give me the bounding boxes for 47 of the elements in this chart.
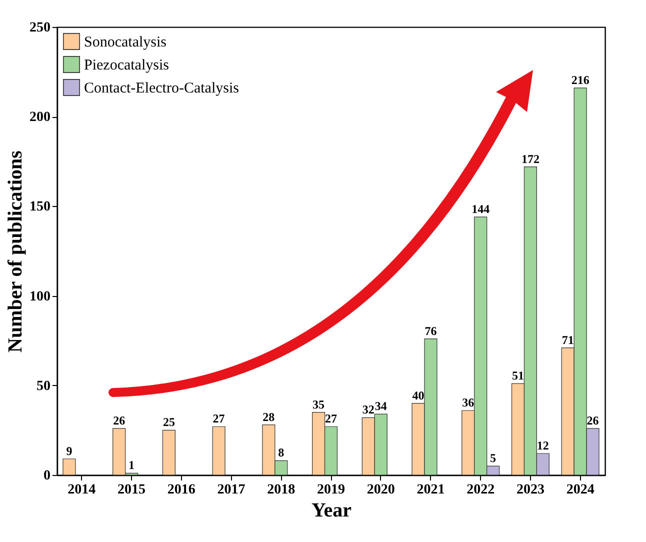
data-label: 51 — [512, 368, 524, 383]
x-axis-title: Year — [312, 500, 352, 522]
data-label: 27 — [325, 412, 337, 426]
legend-label: Contact-Electro-Catalysis — [84, 80, 240, 96]
x-tick-label: 2018 — [267, 482, 296, 498]
y-tick-label: 0 — [44, 468, 50, 484]
data-label: 32 — [362, 402, 374, 417]
data-label: 27 — [212, 412, 225, 426]
data-label: 26 — [586, 413, 599, 428]
legend-label: Piezocatalysis — [84, 58, 170, 74]
data-label: 35 — [312, 397, 325, 412]
data-label: 25 — [162, 415, 175, 430]
data-label: 12 — [536, 438, 549, 452]
bar — [162, 430, 176, 476]
data-label: 36 — [462, 395, 474, 410]
data-label: 1 — [128, 458, 135, 472]
x-tick-label: 2015 — [118, 482, 146, 498]
data-label: 216 — [571, 72, 590, 87]
data-label: 8 — [278, 446, 284, 460]
data-label: 71 — [562, 332, 574, 347]
data-label: 172 — [521, 152, 540, 166]
x-tick-label: 2016 — [167, 482, 196, 498]
x-tick-label: 2023 — [516, 482, 544, 498]
legend-label: Sonocatalysis — [84, 34, 167, 50]
data-label: 34 — [374, 399, 387, 414]
data-label: 26 — [113, 413, 126, 428]
y-tick-label: 250 — [30, 20, 50, 36]
data-label: 40 — [412, 388, 424, 402]
y-tick-label: 200 — [30, 110, 50, 126]
y-tick-label: 50 — [36, 378, 50, 394]
bar — [212, 426, 226, 476]
data-label: 76 — [424, 324, 437, 338]
x-tick-label: 2021 — [416, 482, 445, 498]
y-tick-label: 150 — [30, 200, 50, 215]
x-tick-label: 2019 — [317, 482, 345, 498]
data-label: 28 — [262, 410, 275, 424]
y-tick-label: 100 — [30, 289, 50, 304]
x-tick-label: 2022 — [466, 482, 495, 498]
x-tick-label: 2017 — [217, 482, 246, 498]
data-label: 5 — [490, 451, 496, 466]
y-axis-title: Number of publications — [4, 150, 26, 352]
x-tick-label: 2020 — [366, 482, 395, 498]
x-tick-label: 2024 — [566, 482, 594, 498]
data-label: 144 — [472, 202, 490, 216]
bar — [62, 458, 76, 476]
x-tick-label: 2014 — [68, 482, 96, 498]
data-label: 9 — [66, 444, 72, 458]
